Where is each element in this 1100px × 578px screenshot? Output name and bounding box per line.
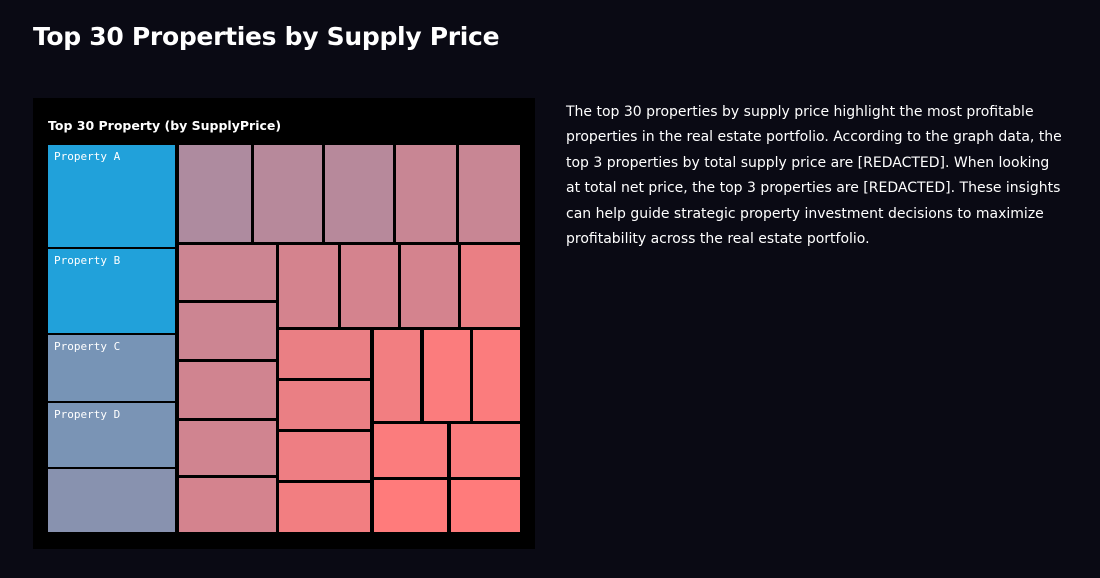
treemap-tile[interactable] (424, 330, 470, 421)
treemap-tile[interactable] (179, 478, 276, 532)
treemap-tile[interactable] (374, 480, 447, 532)
treemap-tile[interactable] (179, 421, 276, 475)
treemap-tile[interactable] (459, 145, 520, 242)
chart-title: Top 30 Property (by SupplyPrice) (48, 118, 282, 133)
treemap-tile-label: Property C (54, 340, 121, 353)
treemap-tile[interactable] (179, 245, 276, 300)
treemap-tile[interactable] (401, 245, 458, 327)
treemap-tile[interactable]: Property A (48, 145, 175, 247)
treemap-tile-label: Property B (54, 254, 121, 267)
description-text: The top 30 properties by supply price hi… (566, 104, 1062, 248)
treemap-tile[interactable] (179, 362, 276, 418)
treemap-tile[interactable]: Property B (48, 249, 175, 333)
treemap-tile[interactable] (254, 145, 322, 242)
treemap-tile[interactable] (451, 424, 520, 477)
treemap-chart-panel: Top 30 Property (by SupplyPrice) Propert… (33, 98, 535, 549)
treemap-tile[interactable] (48, 469, 175, 532)
treemap-tile[interactable] (279, 432, 370, 480)
treemap-tile[interactable] (341, 245, 398, 327)
treemap-tile[interactable] (325, 145, 393, 242)
treemap-tile[interactable] (179, 303, 276, 359)
treemap-tile[interactable]: Property D (48, 403, 175, 467)
treemap-tile[interactable] (179, 145, 251, 242)
treemap-tile[interactable] (374, 330, 420, 421)
treemap-tile[interactable] (374, 424, 447, 477)
treemap-tile[interactable] (279, 381, 370, 429)
treemap-tile[interactable] (279, 330, 370, 378)
page-title: Top 30 Properties by Supply Price (33, 22, 500, 51)
treemap-tile[interactable]: Property C (48, 335, 175, 401)
treemap-tile[interactable] (461, 245, 520, 327)
treemap: Property A Property B Property C Property D (48, 145, 520, 533)
treemap-tile-label: Property A (54, 150, 121, 163)
treemap-tile[interactable] (396, 145, 456, 242)
treemap-tile[interactable] (279, 245, 338, 327)
treemap-tile[interactable] (451, 480, 520, 532)
treemap-tile-label: Property D (54, 408, 121, 421)
treemap-tile[interactable] (473, 330, 520, 421)
treemap-tile[interactable] (279, 483, 370, 532)
